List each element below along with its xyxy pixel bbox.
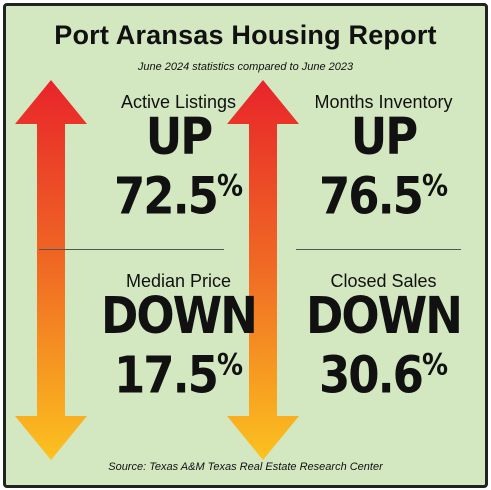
double-arrow-middle-icon — [227, 80, 299, 460]
stat-direction: DOWN — [101, 285, 258, 346]
stat-direction: DOWN — [306, 285, 463, 346]
stat-closed-sales: Closed Sales DOWN 30.6% — [296, 271, 471, 405]
divider-right — [296, 249, 461, 250]
report-card: Port Aransas Housing Report June 2024 st… — [3, 3, 488, 488]
report-title: Port Aransas Housing Report — [54, 20, 437, 50]
stat-active-listings: Active Listings UP 72.5% — [91, 92, 266, 226]
divider-left — [39, 249, 224, 250]
stat-direction: UP — [350, 106, 419, 167]
stat-median-price: Median Price DOWN 17.5% — [91, 271, 266, 405]
stat-value: 17.5% — [113, 345, 244, 405]
double-arrow-left-icon — [15, 80, 87, 460]
stat-value: 76.5% — [318, 166, 449, 226]
stat-value: 72.5% — [113, 166, 244, 226]
report-subtitle: June 2024 statistics compared to June 20… — [137, 61, 354, 73]
source-note: Source: Texas A&M Texas Real Estate Rese… — [108, 461, 383, 473]
stat-label: Months Inventory — [314, 92, 453, 112]
stat-label: Active Listings — [120, 92, 237, 112]
stat-label: Median Price — [125, 271, 232, 291]
stat-direction: UP — [145, 106, 214, 167]
stat-months-inventory: Months Inventory UP 76.5% — [296, 92, 471, 226]
stat-value: 30.6% — [318, 345, 449, 405]
stat-label: Closed Sales — [330, 271, 437, 291]
